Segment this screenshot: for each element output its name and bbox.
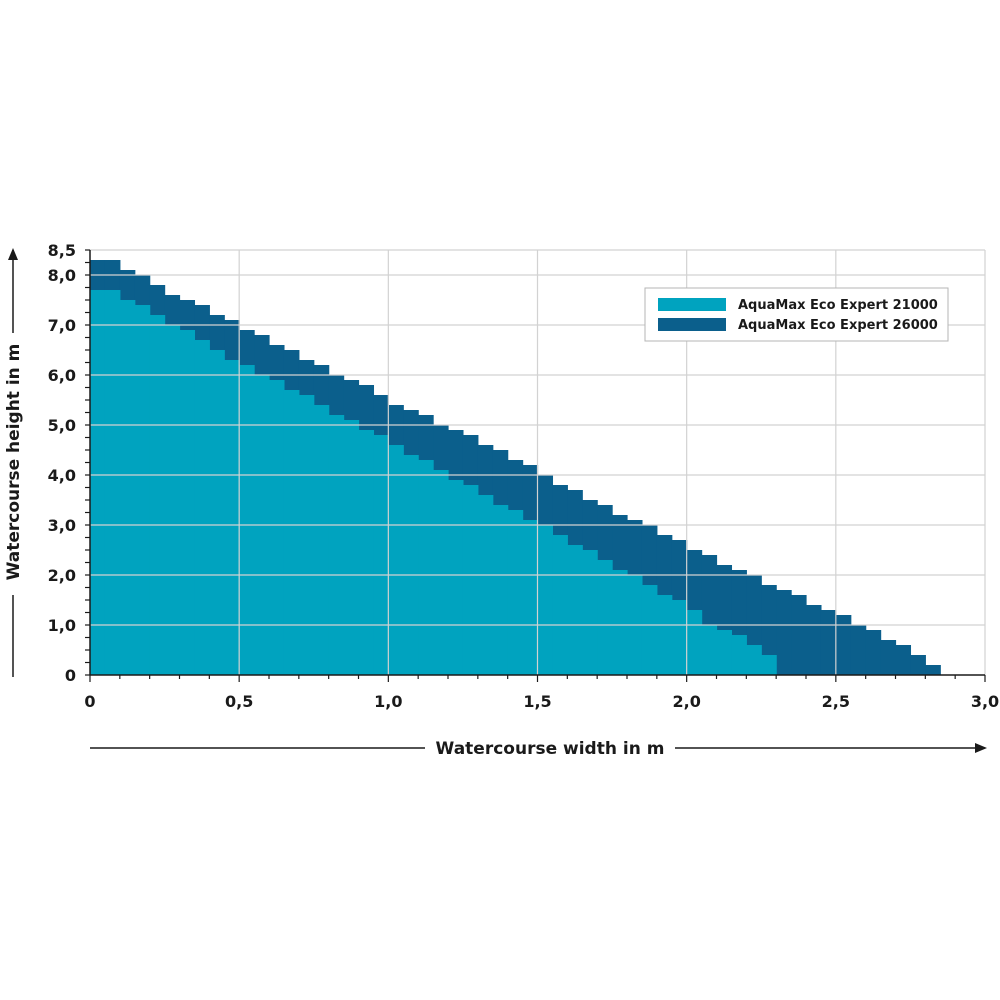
bar-aquamax-eco-expert-21000-9 — [224, 360, 240, 675]
bar-aquamax-eco-expert-26000-50 — [835, 615, 852, 675]
legend: AquaMax Eco Expert 21000 AquaMax Eco Exp… — [644, 287, 949, 342]
x-tick-label-5: 2,5 — [822, 692, 850, 711]
bar-aquamax-eco-expert-21000-39 — [671, 600, 688, 675]
bar-aquamax-eco-expert-21000-45 — [761, 655, 777, 675]
legend-swatch-26000 — [658, 318, 726, 331]
bar-aquamax-eco-expert-21000-7 — [194, 340, 210, 675]
bar-aquamax-eco-expert-26000-45 — [761, 585, 777, 675]
bar-aquamax-eco-expert-21000-28 — [507, 510, 524, 675]
x-tick-label-1: 0,5 — [225, 692, 253, 711]
bar-aquamax-eco-expert-21000-40 — [686, 610, 703, 675]
bar-aquamax-eco-expert-21000-43 — [731, 635, 747, 675]
bar-aquamax-eco-expert-21000-1 — [104, 290, 121, 675]
bar-aquamax-eco-expert-21000-5 — [164, 325, 181, 675]
y-tick-label-5: 5,0 — [48, 416, 76, 435]
bar-aquamax-eco-expert-21000-22 — [418, 460, 434, 675]
x-tick-label-2: 1,0 — [374, 692, 402, 711]
y-tick-label-8: 8,0 — [48, 266, 76, 285]
bar-aquamax-eco-expert-21000-27 — [492, 505, 509, 675]
series-layer — [90, 260, 941, 675]
bar-aquamax-eco-expert-21000-6 — [179, 330, 196, 675]
bar-aquamax-eco-expert-21000-37 — [641, 585, 658, 675]
y-axis-title: Watercourse height in m — [4, 344, 24, 581]
y-tick-label-2: 2,0 — [48, 566, 76, 585]
bar-aquamax-eco-expert-21000-12 — [269, 380, 285, 675]
bar-aquamax-eco-expert-21000-25 — [462, 485, 479, 675]
bar-aquamax-eco-expert-21000-23 — [433, 470, 449, 675]
legend-label-26000: AquaMax Eco Expert 26000 — [738, 318, 938, 333]
bar-aquamax-eco-expert-21000-31 — [552, 535, 568, 675]
bar-aquamax-eco-expert-21000-29 — [522, 520, 539, 675]
bar-aquamax-eco-expert-21000-38 — [656, 595, 673, 675]
bar-aquamax-eco-expert-21000-18 — [358, 430, 375, 675]
bar-aquamax-eco-expert-21000-4 — [149, 315, 166, 675]
bar-aquamax-eco-expert-21000-24 — [448, 480, 464, 675]
bar-aquamax-eco-expert-21000-10 — [239, 365, 255, 675]
bar-aquamax-eco-expert-26000-56 — [925, 665, 941, 675]
x-tick-label-4: 2,0 — [672, 692, 700, 711]
bar-aquamax-eco-expert-26000-52 — [865, 630, 882, 675]
label-layer: 0 0,5 1,0 1,5 2,0 2,5 3,0 0 1,0 2,0 3,0 4,0 5,0 6,0 7,… — [48, 241, 1000, 711]
y-tick-label-6: 6,0 — [48, 366, 76, 385]
bar-aquamax-eco-expert-21000-34 — [597, 560, 613, 675]
bar-aquamax-eco-expert-26000-46 — [776, 590, 792, 675]
bar-aquamax-eco-expert-21000-30 — [537, 525, 554, 675]
bar-aquamax-eco-expert-21000-17 — [343, 420, 360, 675]
axis-layer — [85, 249, 986, 682]
bar-aquamax-eco-expert-26000-51 — [850, 625, 867, 675]
bar-aquamax-eco-expert-26000-48 — [806, 605, 822, 675]
bar-aquamax-eco-expert-21000-42 — [716, 630, 733, 675]
bar-aquamax-eco-expert-21000-21 — [403, 455, 419, 675]
y-tick-label-7: 7,0 — [48, 316, 76, 335]
bar-aquamax-eco-expert-21000-19 — [373, 435, 389, 675]
bar-aquamax-eco-expert-21000-2 — [119, 300, 136, 675]
series-aquamax-eco-expert-21000 — [90, 290, 777, 675]
bar-aquamax-eco-expert-26000-54 — [895, 645, 912, 675]
bar-aquamax-eco-expert-21000-0 — [90, 290, 106, 675]
y-tick-label-3: 3,0 — [48, 516, 76, 535]
bar-aquamax-eco-expert-21000-3 — [134, 305, 151, 675]
y-tick-label-9: 8,5 — [48, 241, 76, 260]
bar-aquamax-eco-expert-21000-44 — [746, 645, 762, 675]
bar-aquamax-eco-expert-21000-15 — [313, 405, 330, 675]
bar-aquamax-eco-expert-21000-16 — [328, 415, 345, 675]
y-tick-label-0: 0 — [65, 666, 76, 685]
bar-aquamax-eco-expert-21000-8 — [209, 350, 225, 675]
y-tick-label-1: 1,0 — [48, 616, 76, 635]
legend-swatch-21000 — [658, 298, 726, 311]
x-tick-label-0: 0 — [84, 692, 95, 711]
bar-aquamax-eco-expert-21000-41 — [701, 625, 718, 675]
bar-aquamax-eco-expert-21000-35 — [612, 570, 628, 675]
bar-aquamax-eco-expert-21000-13 — [283, 390, 300, 675]
bar-aquamax-eco-expert-26000-53 — [880, 640, 897, 675]
bar-aquamax-eco-expert-21000-20 — [388, 445, 404, 675]
legend-label-21000: AquaMax Eco Expert 21000 — [738, 298, 938, 313]
bar-aquamax-eco-expert-26000-49 — [820, 610, 837, 675]
y-tick-label-4: 4,0 — [48, 466, 76, 485]
bar-aquamax-eco-expert-21000-32 — [567, 545, 583, 675]
x-tick-label-3: 1,5 — [523, 692, 551, 711]
bar-aquamax-eco-expert-21000-26 — [477, 495, 494, 675]
x-axis-title: Watercourse width in m — [436, 739, 665, 759]
bar-aquamax-eco-expert-26000-55 — [910, 655, 926, 675]
bar-aquamax-eco-expert-26000-47 — [791, 595, 807, 675]
bar-aquamax-eco-expert-21000-33 — [582, 550, 598, 675]
bar-aquamax-eco-expert-21000-14 — [298, 395, 315, 675]
x-tick-label-6: 3,0 — [971, 692, 999, 711]
legend-box — [644, 287, 949, 342]
